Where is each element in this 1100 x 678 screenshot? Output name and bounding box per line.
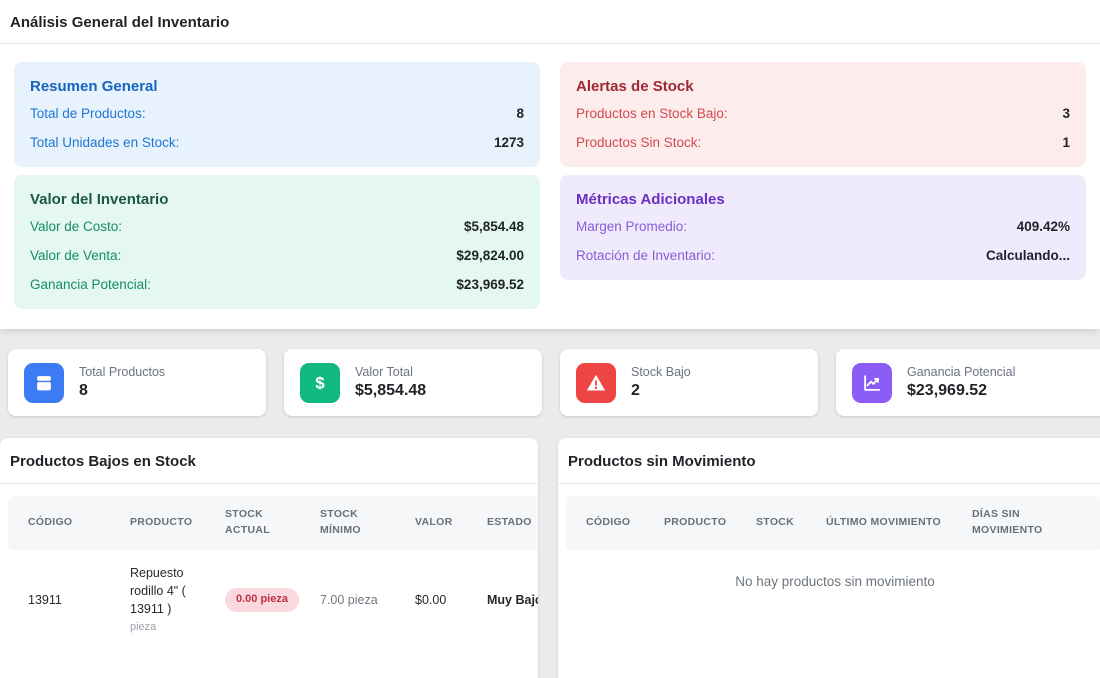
- cell-estado: Muy Bajo: [487, 592, 538, 607]
- summary-row-label: Total Unidades en Stock:: [30, 135, 180, 150]
- col-stock-minimo: STOCK MÍNIMO: [310, 496, 405, 550]
- alert-row-value: 1: [1062, 135, 1070, 150]
- col-dias-sin-movimiento: DÍAS SIN MOVIMIENTO: [962, 496, 1100, 550]
- stat-text: Ganancia Potencial $23,969.52: [907, 365, 1015, 400]
- metric-row-label: Rotación de Inventario:: [576, 248, 715, 263]
- title-divider: [0, 43, 1100, 44]
- metric-row-label: Margen Promedio:: [576, 219, 688, 234]
- value-row-label: Valor de Costo:: [30, 219, 123, 234]
- low-stock-table: CÓDIGO PRODUCTO STOCK ACTUAL STOCK MÍNIM…: [8, 496, 538, 650]
- empty-state-message: No hay productos sin movimiento: [735, 573, 935, 589]
- value-row: Valor de Venta: $29,824.00: [30, 241, 524, 270]
- stat-value: 2: [631, 382, 640, 399]
- stat-value: $23,969.52: [907, 382, 988, 399]
- low-stock-table-wrap: CÓDIGO PRODUCTO STOCK ACTUAL STOCK MÍNIM…: [0, 484, 538, 650]
- no-movement-table: CÓDIGO PRODUCTO STOCK ÚLTIMO MOVIMIENTO …: [566, 496, 1100, 550]
- stat-text: Total Productos 8: [79, 365, 165, 400]
- alert-row-label: Productos en Stock Bajo:: [576, 106, 728, 121]
- value-row-label: Valor de Venta:: [30, 248, 122, 263]
- inventory-value-title: Valor del Inventario: [30, 191, 169, 208]
- cell-stock-actual: 0.00 pieza: [215, 550, 310, 650]
- col-estado: ESTADO: [477, 496, 538, 550]
- summary-row-value: 1273: [493, 135, 524, 150]
- summary-row-label: Total de Productos:: [30, 106, 146, 121]
- col-codigo: CÓDIGO: [8, 496, 120, 550]
- col-stock-actual: STOCK ACTUAL: [215, 496, 310, 550]
- product-unit: pieza: [130, 620, 157, 633]
- cell-valor: $0.00: [415, 592, 447, 607]
- value-row-label: Ganancia Potencial:: [30, 277, 151, 292]
- value-row: Valor de Costo: $5,854.48: [30, 212, 524, 241]
- cell-codigo: 13911: [28, 592, 62, 607]
- stock-alerts-title: Alertas de Stock: [576, 78, 694, 95]
- chart-up-icon: [852, 362, 892, 403]
- summary-row-value: 8: [516, 106, 524, 121]
- alert-row: Productos en Stock Bajo: 3: [576, 99, 1070, 128]
- additional-metrics-title: Métricas Adicionales: [576, 191, 725, 208]
- overview-cards-grid: Resumen General Total de Productos: 8 To…: [0, 44, 1100, 329]
- stock-actual-badge: 0.00 pieza: [225, 587, 299, 612]
- col-ultimo-movimiento: ÚLTIMO MOVIMIENTO: [816, 496, 962, 550]
- stat-card-total-products: Total Productos 8: [8, 349, 266, 416]
- col-valor: VALOR: [405, 496, 477, 550]
- box-icon: [24, 362, 64, 403]
- inventory-value-card: Valor del Inventario Valor de Costo: $5,…: [14, 175, 540, 309]
- warning-icon: [576, 362, 616, 403]
- no-movement-table-wrap: CÓDIGO PRODUCTO STOCK ÚLTIMO MOVIMIENTO …: [558, 484, 1100, 599]
- additional-metrics-card: Métricas Adicionales Margen Promedio: 40…: [560, 175, 1086, 280]
- col-codigo: CÓDIGO: [566, 496, 654, 550]
- value-row-value: $29,824.00: [456, 248, 524, 263]
- value-row: Ganancia Potencial: $23,969.52: [30, 270, 524, 299]
- stat-text: Stock Bajo 2: [631, 365, 691, 400]
- summary-row: Total Unidades en Stock: 1273: [30, 128, 524, 157]
- alert-row-value: 3: [1062, 106, 1070, 121]
- stat-label: Total Productos: [79, 365, 166, 379]
- no-movement-panel: Productos sin Movimiento CÓDIGO PRODUCTO…: [558, 438, 1100, 678]
- col-stock: STOCK: [746, 496, 816, 550]
- stat-value: $5,854.48: [355, 382, 427, 399]
- value-row-value: $23,969.52: [456, 277, 524, 292]
- metric-row: Margen Promedio: 409.42%: [576, 212, 1070, 241]
- summary-general-title: Resumen General: [30, 78, 158, 95]
- cell-stock-minimo: 7.00 pieza: [320, 592, 378, 607]
- stat-text: Valor Total $5,854.48: [355, 365, 426, 400]
- no-movement-header-row: CÓDIGO PRODUCTO STOCK ÚLTIMO MOVIMIENTO …: [566, 496, 1100, 550]
- col-producto: PRODUCTO: [654, 496, 746, 550]
- metric-row-value: 409.42%: [1016, 219, 1070, 234]
- summary-general-card: Resumen General Total de Productos: 8 To…: [14, 62, 540, 167]
- metric-row-value: Calculando...: [985, 248, 1070, 263]
- low-stock-panel: Productos Bajos en Stock CÓDIGO PRODUCTO…: [0, 438, 538, 678]
- alert-row: Productos Sin Stock: 1: [576, 128, 1070, 157]
- col-producto: PRODUCTO: [120, 496, 215, 550]
- stat-label: Valor Total: [355, 365, 413, 379]
- value-row-value: $5,854.48: [463, 219, 524, 234]
- stock-alerts-card: Alertas de Stock Productos en Stock Bajo…: [560, 62, 1086, 167]
- low-stock-header-row: CÓDIGO PRODUCTO STOCK ACTUAL STOCK MÍNIM…: [8, 496, 538, 550]
- summary-row: Total de Productos: 8: [30, 99, 524, 128]
- table-row: 13911 Repuesto rodillo 4" ( 13911 ) piez…: [8, 550, 538, 650]
- stat-card-low-stock: Stock Bajo 2: [560, 349, 818, 416]
- no-movement-panel-title: Productos sin Movimiento: [558, 438, 1100, 484]
- cell-producto: Repuesto rodillo 4" ( 13911 ) pieza: [120, 550, 215, 650]
- dollar-icon: $: [300, 362, 340, 403]
- stat-cards-row: Total Productos 8 $ Valor Total $5,854.4…: [0, 329, 1100, 416]
- inventory-analysis-panel: Análisis General del Inventario Resumen …: [0, 0, 1100, 329]
- alert-row-label: Productos Sin Stock:: [576, 135, 702, 150]
- metric-row: Rotación de Inventario: Calculando...: [576, 241, 1070, 270]
- page-title: Análisis General del Inventario: [10, 14, 230, 31]
- svg-text:$: $: [315, 373, 325, 392]
- stat-card-potential-profit: Ganancia Potencial $23,969.52: [836, 349, 1100, 416]
- stat-label: Stock Bajo: [631, 365, 691, 379]
- stat-card-total-value: $ Valor Total $5,854.48: [284, 349, 542, 416]
- stat-value: 8: [79, 382, 88, 399]
- tables-row: Productos Bajos en Stock CÓDIGO PRODUCTO…: [0, 438, 1100, 678]
- low-stock-panel-title: Productos Bajos en Stock: [0, 438, 538, 484]
- product-name: Repuesto rodillo 4" ( 13911 ): [130, 565, 186, 616]
- stat-label: Ganancia Potencial: [907, 365, 1016, 379]
